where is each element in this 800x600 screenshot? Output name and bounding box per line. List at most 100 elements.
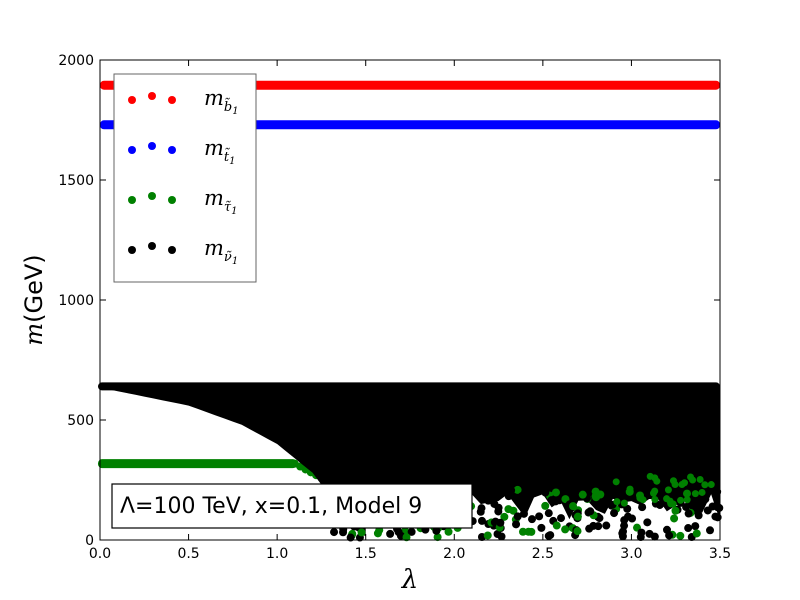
scatter-point bbox=[513, 485, 522, 494]
stau-point bbox=[707, 481, 715, 489]
scatter-point bbox=[708, 502, 717, 511]
scatter-point bbox=[483, 531, 492, 540]
annotation-box: Λ=100 TeV, x=0.1, Model 9 bbox=[111, 483, 473, 529]
scatter-point bbox=[527, 527, 536, 536]
scatter-point bbox=[513, 512, 522, 521]
x-tick-label: 1.5 bbox=[355, 546, 377, 562]
legend-marker bbox=[168, 146, 176, 154]
scatter-point bbox=[541, 501, 550, 510]
legend-entry-label: mb̃1 bbox=[204, 86, 239, 117]
series-stau-band bbox=[98, 459, 297, 469]
scatter-point bbox=[507, 486, 516, 495]
scatter-point bbox=[643, 518, 652, 527]
scatter-point bbox=[432, 526, 441, 535]
y-tick-label: 0 bbox=[85, 533, 94, 549]
scatter-point bbox=[606, 490, 615, 499]
scatter-point bbox=[523, 497, 532, 506]
scatter-point bbox=[477, 516, 486, 525]
scatter-point bbox=[694, 511, 703, 520]
stau-point bbox=[639, 496, 647, 504]
legend-marker bbox=[148, 192, 156, 200]
annotation-text: Λ=100 TeV, x=0.1, Model 9 bbox=[120, 494, 422, 519]
scatter-point bbox=[528, 515, 537, 524]
stau-point bbox=[691, 490, 699, 498]
scatter-point bbox=[497, 532, 506, 541]
scatter-point bbox=[552, 521, 561, 530]
scatter-point bbox=[616, 488, 625, 497]
y-axis-label: m(GeV) bbox=[20, 254, 48, 345]
stau-point bbox=[677, 496, 685, 504]
stau-point bbox=[651, 474, 659, 482]
stau-point bbox=[613, 498, 621, 506]
scatter-point bbox=[578, 490, 587, 499]
scatter-point bbox=[623, 504, 632, 513]
legend-marker bbox=[128, 146, 136, 154]
legend-marker bbox=[168, 196, 176, 204]
legend-box bbox=[113, 73, 257, 283]
scatter-point bbox=[636, 533, 645, 542]
scatter-point bbox=[561, 525, 570, 534]
y-tick-label: 500 bbox=[67, 413, 94, 429]
stau-point bbox=[696, 475, 704, 483]
scatter-point bbox=[602, 521, 611, 530]
x-tick-label: 0.5 bbox=[177, 546, 199, 562]
scatter-point bbox=[676, 531, 685, 540]
scatter-point bbox=[509, 506, 518, 515]
x-tick-label: 3.5 bbox=[709, 546, 731, 562]
legend-marker bbox=[148, 142, 156, 150]
scatter-point bbox=[684, 509, 693, 518]
stau-point bbox=[620, 499, 628, 507]
scatter-point bbox=[496, 518, 505, 527]
stau-point bbox=[651, 496, 659, 504]
scatter-point bbox=[662, 525, 671, 534]
legend-entry-label: mt̃1 bbox=[204, 136, 236, 167]
scatter-point bbox=[518, 527, 527, 536]
scatter-point bbox=[706, 526, 715, 535]
scatter-point bbox=[701, 495, 710, 504]
x-tick-label: 1.0 bbox=[266, 546, 288, 562]
stau-point bbox=[664, 486, 672, 494]
x-tick-label: 3.0 bbox=[620, 546, 642, 562]
scatter-point bbox=[670, 514, 679, 523]
scatter-point bbox=[585, 524, 594, 533]
scatter-point bbox=[713, 487, 722, 496]
legend-marker bbox=[128, 246, 136, 254]
scatter-point bbox=[683, 489, 692, 498]
scatter-point bbox=[620, 516, 629, 525]
scatter-point bbox=[373, 529, 382, 538]
scatter-point bbox=[692, 529, 701, 538]
ticks-layer: 0.0 0.5 1.0 1.5 2.0 2.5 3.0 3.5 0 500 1000 1500 2000 bbox=[58, 53, 731, 562]
scatter-point bbox=[671, 506, 680, 515]
scatter-point bbox=[551, 488, 560, 497]
legend-marker bbox=[128, 96, 136, 104]
scatter-point bbox=[547, 496, 556, 505]
scatter-point bbox=[512, 520, 521, 529]
stau-point bbox=[649, 489, 657, 497]
scatter-point bbox=[386, 529, 395, 538]
legend-marker bbox=[148, 242, 156, 250]
scatter-point bbox=[490, 499, 499, 508]
scatter-point bbox=[586, 507, 595, 516]
legend: mb̃1 mt̃1 mτ̃1 mν̃1 bbox=[113, 73, 257, 283]
scatter-point bbox=[573, 512, 582, 521]
stau-point bbox=[671, 481, 679, 489]
scatter-point bbox=[518, 491, 527, 500]
scatter-point bbox=[618, 529, 627, 538]
scatter-point bbox=[544, 509, 553, 518]
scatter-point bbox=[573, 527, 582, 536]
y-tick-label: 1000 bbox=[58, 293, 94, 309]
stau-point bbox=[689, 476, 697, 484]
scatter-point bbox=[537, 523, 546, 532]
scatter-point bbox=[357, 528, 366, 537]
scatter-point bbox=[591, 492, 600, 501]
scatter-point bbox=[569, 502, 578, 511]
scatter-point bbox=[402, 533, 411, 542]
stau-point bbox=[701, 481, 709, 489]
legend-entry-label: mτ̃1 bbox=[204, 186, 238, 217]
legend-marker bbox=[168, 246, 176, 254]
scatter-point bbox=[433, 533, 442, 542]
stau-point bbox=[683, 496, 691, 504]
x-tick-label: 2.0 bbox=[443, 546, 465, 562]
scatter-point bbox=[711, 512, 720, 521]
